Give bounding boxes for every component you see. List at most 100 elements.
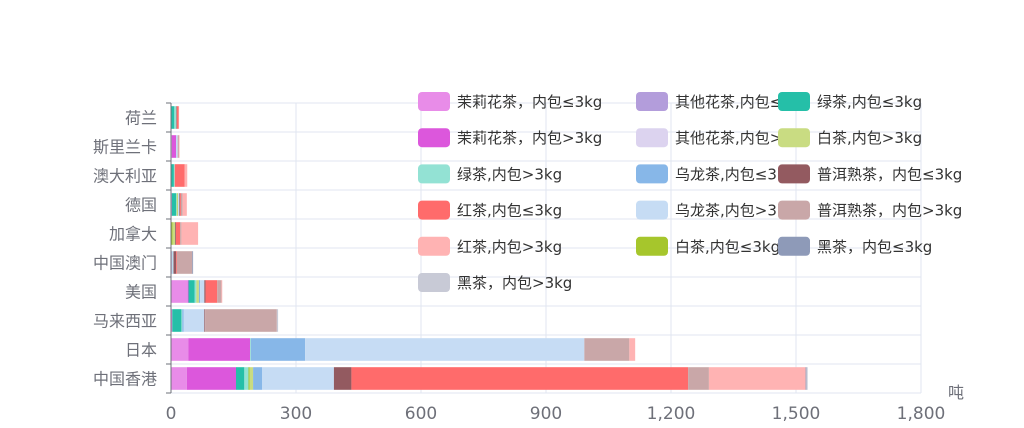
y-category-label: 日本 xyxy=(125,341,157,360)
bar-segment[interactable] xyxy=(176,106,179,129)
legend-item[interactable]: 其他花茶,内包≤3kg xyxy=(636,92,810,111)
bar-segment[interactable] xyxy=(178,106,180,129)
bar-segment[interactable] xyxy=(173,251,177,274)
bar-stacks xyxy=(171,106,808,390)
bar-segment[interactable] xyxy=(171,338,189,361)
bar-segment[interactable] xyxy=(171,106,175,129)
bar-segment[interactable] xyxy=(221,280,223,303)
bar-segment[interactable] xyxy=(253,367,263,390)
bar-segment[interactable] xyxy=(176,193,178,216)
legend-item[interactable]: 黑茶，内包≤3kg xyxy=(778,236,932,256)
bar-segment[interactable] xyxy=(806,367,808,390)
bar-segment[interactable] xyxy=(192,251,194,274)
bar-segment[interactable] xyxy=(171,309,173,332)
bar-segment[interactable] xyxy=(173,164,175,187)
legend-item[interactable]: 红茶,内包>3kg xyxy=(418,236,562,256)
bar-segment[interactable] xyxy=(178,193,180,216)
legend-label: 黑茶，内包>3kg xyxy=(457,274,572,292)
legend-item[interactable]: 普洱熟茶，内包>3kg xyxy=(778,200,962,220)
bar-segment[interactable] xyxy=(204,309,206,332)
legend-item[interactable]: 红茶,内包≤3kg xyxy=(418,200,562,220)
bar-segment[interactable] xyxy=(198,280,201,303)
bar-segment[interactable] xyxy=(171,164,174,187)
bar-segment[interactable] xyxy=(188,338,251,361)
bar-segment[interactable] xyxy=(188,280,195,303)
bar-segment[interactable] xyxy=(200,280,205,303)
bar-segment[interactable] xyxy=(584,338,630,361)
bar-segment[interactable] xyxy=(262,367,334,390)
legend-swatch xyxy=(778,236,810,256)
bar-segment[interactable] xyxy=(248,367,250,390)
bar-segment[interactable] xyxy=(180,222,182,245)
bar-segment[interactable] xyxy=(181,222,199,245)
bar-segment[interactable] xyxy=(250,338,251,361)
bar-segment[interactable] xyxy=(236,367,245,390)
bar-segment[interactable] xyxy=(251,338,306,361)
bar-segment[interactable] xyxy=(629,338,636,361)
bar-segment[interactable] xyxy=(176,106,178,129)
legend-item[interactable]: 茉莉花茶，内包≤3kg xyxy=(418,92,602,111)
bar-segment[interactable] xyxy=(171,251,173,274)
bar-segment[interactable] xyxy=(177,193,179,216)
bar-segment[interactable] xyxy=(182,193,187,216)
x-tick-label: 600 xyxy=(405,404,437,424)
bar-segment[interactable] xyxy=(181,193,183,216)
bar-segment[interactable] xyxy=(176,135,178,158)
legend-item[interactable]: 白茶,内包>3kg xyxy=(778,128,922,148)
bar-segment[interactable] xyxy=(178,135,180,158)
bar-segment[interactable] xyxy=(708,367,806,390)
bar-segment[interactable] xyxy=(172,222,176,245)
bar-segment[interactable] xyxy=(205,280,218,303)
bar-segment[interactable] xyxy=(351,367,689,390)
bar-segment[interactable] xyxy=(305,338,585,361)
bar-segment[interactable] xyxy=(174,164,185,187)
legend-item[interactable]: 乌龙茶,内包>3kg xyxy=(636,200,795,220)
legend-item[interactable]: 乌龙茶,内包≤3kg xyxy=(636,164,795,184)
bar-segment[interactable] xyxy=(176,193,177,216)
bar-segment[interactable] xyxy=(177,135,179,158)
legend-label: 茉莉花茶，内包>3kg xyxy=(457,129,602,147)
bar-segment[interactable] xyxy=(688,367,709,390)
legend-item[interactable]: 绿茶,内包≤3kg xyxy=(778,92,922,111)
legend-item[interactable]: 绿茶,内包>3kg xyxy=(418,164,562,184)
legend-item[interactable]: 黑茶，内包>3kg xyxy=(418,273,572,292)
legend-label: 白茶,内包>3kg xyxy=(817,129,922,147)
bar-segment[interactable] xyxy=(276,309,279,332)
bar-segment[interactable] xyxy=(180,193,181,216)
bar-segment[interactable] xyxy=(182,309,184,332)
bar-segment[interactable] xyxy=(171,367,187,390)
x-tick-label: 1,500 xyxy=(772,404,821,424)
legend-swatch xyxy=(778,128,810,148)
bar-segment[interactable] xyxy=(176,251,193,274)
bar-segment[interactable] xyxy=(204,280,206,303)
bar-segment[interactable] xyxy=(172,251,174,274)
bar-segment[interactable] xyxy=(176,251,177,274)
bar-segment[interactable] xyxy=(171,222,173,245)
legend-item[interactable]: 其他花茶,内包>3kg xyxy=(636,128,810,148)
bar-segment[interactable] xyxy=(249,367,254,390)
bar-segment[interactable] xyxy=(184,164,188,187)
bar-segment[interactable] xyxy=(217,280,222,303)
bar-segment[interactable] xyxy=(333,367,352,390)
bar-segment[interactable] xyxy=(244,367,249,390)
bar-segment[interactable] xyxy=(805,367,807,390)
bar-segment[interactable] xyxy=(181,309,183,332)
bar-segment[interactable] xyxy=(194,280,197,303)
bar-segment[interactable] xyxy=(183,309,205,332)
bar-segment[interactable] xyxy=(174,106,177,129)
bar-segment[interactable] xyxy=(172,309,182,332)
bar-segment[interactable] xyxy=(186,367,236,390)
bar-segment[interactable] xyxy=(176,222,181,245)
legend-item[interactable]: 普洱熟茶，内包≤3kg xyxy=(778,164,962,184)
bar-segment[interactable] xyxy=(196,280,199,303)
bar-segment[interactable] xyxy=(205,309,277,332)
bar-segment[interactable] xyxy=(175,222,176,245)
bar-segment[interactable] xyxy=(187,280,189,303)
bar-segment[interactable] xyxy=(171,280,188,303)
bar-segment[interactable] xyxy=(171,193,176,216)
legend-item[interactable]: 茉莉花茶，内包>3kg xyxy=(418,128,602,148)
bar-segment[interactable] xyxy=(171,135,176,158)
bar-segment[interactable] xyxy=(179,193,181,216)
legend-item[interactable]: 白茶,内包≤3kg xyxy=(636,236,780,256)
